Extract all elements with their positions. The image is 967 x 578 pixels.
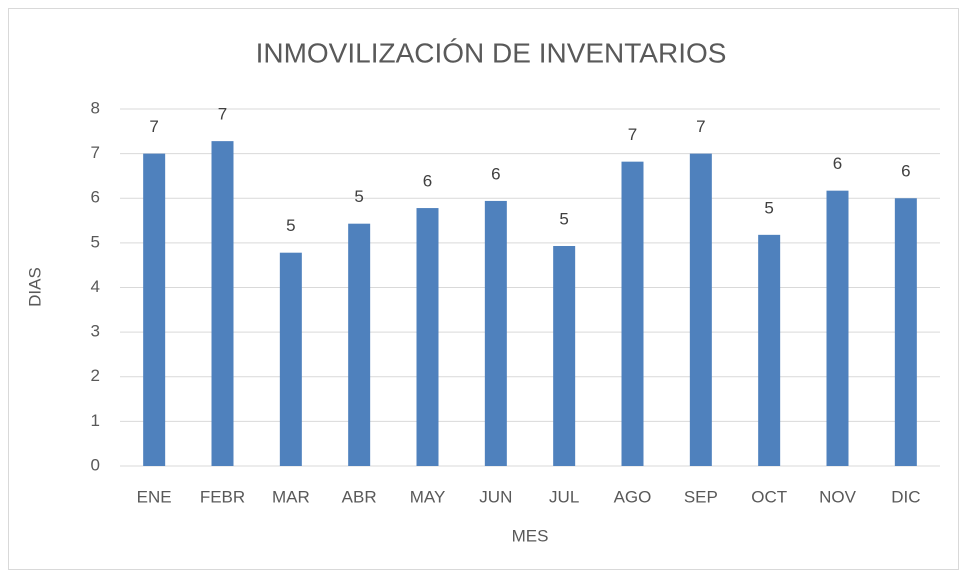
x-tick-label: DIC xyxy=(891,487,920,506)
x-tick-label: SEP xyxy=(684,487,718,506)
bar xyxy=(758,234,781,466)
x-tick-label: FEBR xyxy=(200,487,245,506)
value-label: 6 xyxy=(491,164,500,183)
chart-title: INMOVILIZACIÓN DE INVENTARIOS xyxy=(256,37,727,68)
bar xyxy=(826,190,849,466)
x-tick-label: ENE xyxy=(137,487,172,506)
bar xyxy=(553,245,576,466)
value-label: 6 xyxy=(423,172,432,191)
chart-frame xyxy=(8,8,959,570)
x-tick-label: NOV xyxy=(819,487,857,506)
y-tick-label: 6 xyxy=(91,188,100,207)
bar xyxy=(211,141,234,466)
value-label: 5 xyxy=(559,209,568,228)
y-tick-label: 5 xyxy=(91,232,100,251)
value-label: 7 xyxy=(149,117,158,136)
x-tick-label: AGO xyxy=(614,487,652,506)
x-tick-label: JUL xyxy=(549,487,579,506)
value-label: 7 xyxy=(696,117,705,136)
bar xyxy=(348,223,371,466)
value-label: 5 xyxy=(286,216,295,235)
value-label: 5 xyxy=(354,187,363,206)
y-tick-label: 0 xyxy=(91,455,100,474)
y-tick-label: 1 xyxy=(91,411,100,430)
value-label: 5 xyxy=(764,198,773,217)
x-tick-label: ABR xyxy=(342,487,377,506)
value-label: 7 xyxy=(628,125,637,144)
value-label: 7 xyxy=(218,105,227,124)
bar xyxy=(894,198,917,466)
x-axis-label: MES xyxy=(512,526,549,545)
bar xyxy=(143,153,166,466)
x-tick-label: MAY xyxy=(410,487,446,506)
x-tick-label: OCT xyxy=(751,487,787,506)
y-tick-label: 3 xyxy=(91,322,100,341)
x-tick-label: JUN xyxy=(479,487,512,506)
value-label: 6 xyxy=(833,154,842,173)
bar xyxy=(621,161,644,466)
y-axis-label: DIAS xyxy=(25,267,44,307)
value-label: 6 xyxy=(901,162,910,181)
y-tick-label: 7 xyxy=(91,143,100,162)
bar xyxy=(279,252,302,466)
bar xyxy=(416,208,439,466)
y-tick-label: 2 xyxy=(91,366,100,385)
bar xyxy=(689,153,712,466)
y-tick-label: 4 xyxy=(91,277,100,296)
y-tick-label: 8 xyxy=(91,98,100,117)
bar xyxy=(484,200,507,467)
x-tick-label: MAR xyxy=(272,487,310,506)
